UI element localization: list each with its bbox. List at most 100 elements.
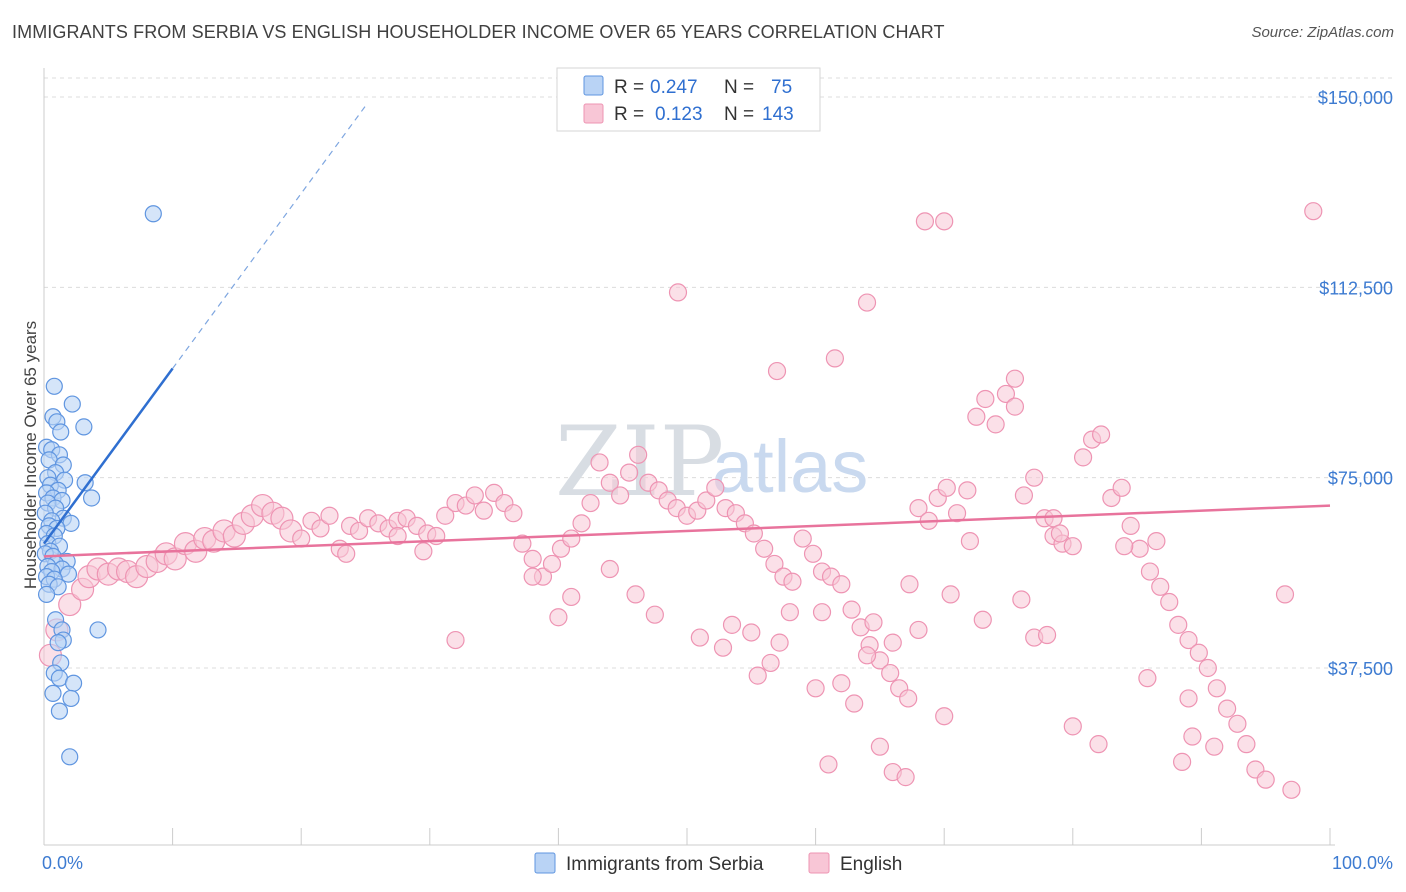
english-point [523, 549, 542, 568]
legend-r-value-serbia: 0.247 [650, 77, 698, 98]
y-axis-title: Householder Income Over 65 years [21, 321, 40, 589]
english-point [996, 384, 1016, 404]
legend-swatch-serbia [583, 75, 604, 96]
y-tick-label-2: $112,500 [1319, 278, 1393, 298]
english-point [770, 633, 789, 652]
english-point [1130, 539, 1149, 558]
english-point [832, 674, 851, 693]
english-point [976, 389, 995, 409]
english-point [1198, 658, 1217, 678]
english-point [935, 707, 954, 726]
bottom-legend-swatch-serbia [534, 852, 556, 874]
english-point [600, 559, 619, 579]
english-point [845, 694, 864, 713]
english-point [1005, 397, 1025, 416]
english-point [611, 486, 630, 505]
english-point [1089, 735, 1108, 754]
english-point [1237, 735, 1256, 754]
english-point [706, 478, 725, 497]
serbia-point [37, 585, 56, 604]
english-point [590, 453, 609, 472]
bottom-legend-label-serbia: Immigrants from Serbia [566, 854, 764, 875]
english-point [1112, 478, 1131, 497]
english-point [864, 613, 883, 632]
legend-n-label-serbia: N = [724, 77, 754, 98]
serbia-point [49, 634, 67, 652]
legend: R = 0.247 N = 75 R = 0.123 N = 143 [556, 67, 821, 132]
serbia-point [52, 423, 70, 441]
english-point [1207, 679, 1226, 698]
english-point [645, 605, 664, 624]
english-point [713, 638, 733, 657]
english-point [446, 630, 465, 650]
bottom-legend-label-english: English [840, 854, 902, 875]
serbia-point [63, 395, 81, 413]
serbia-point [64, 674, 83, 692]
english-point [436, 506, 455, 525]
english-point [1173, 752, 1192, 771]
english-point [780, 603, 799, 622]
legend-r-value-english: 0.123 [655, 104, 703, 125]
english-point [1063, 717, 1082, 736]
source-label: Source: ZipAtlas.com [1251, 24, 1394, 41]
serbia-point [82, 489, 101, 507]
english-point [767, 361, 787, 381]
english-point [1115, 537, 1134, 556]
english-point [1218, 699, 1237, 718]
english-point [629, 445, 648, 464]
english-point [320, 506, 339, 525]
english-point [600, 473, 619, 492]
english-series [38, 202, 1323, 799]
english-point [349, 521, 369, 541]
serbia-point [44, 684, 62, 702]
english-point [1169, 615, 1188, 634]
english-point [825, 349, 844, 368]
english-point [1189, 643, 1208, 662]
english-point [523, 567, 542, 586]
watermark: ZIP atlas [555, 406, 868, 518]
serbia-point [144, 205, 162, 223]
english-point [1179, 689, 1198, 708]
english-point [937, 478, 956, 497]
serbia-point [50, 702, 69, 720]
english-point [967, 407, 986, 426]
english-point [896, 768, 915, 787]
legend-swatch-english [583, 103, 604, 124]
english-point [1044, 509, 1063, 528]
english-point [697, 491, 716, 510]
english-point [941, 585, 960, 604]
english-point [761, 653, 780, 673]
english-point [1256, 770, 1275, 789]
english-point [803, 544, 823, 563]
legend-n-label-english: N = [724, 104, 754, 125]
english-point [947, 504, 967, 523]
english-point [1012, 590, 1031, 609]
legend-r-label-english: R = [614, 104, 644, 125]
english-point [1228, 714, 1247, 733]
english-point [1005, 369, 1025, 388]
english-point [388, 526, 407, 546]
english-point [465, 486, 484, 505]
english-point [857, 646, 877, 665]
english-point [542, 554, 562, 574]
english-point [765, 554, 784, 574]
serbia-point [76, 474, 94, 492]
english-point [549, 608, 568, 627]
serbia-series [36, 205, 162, 766]
english-point [562, 529, 581, 548]
english-point [1179, 630, 1198, 650]
english-point [1140, 562, 1160, 581]
english-point [857, 293, 877, 312]
english-point [1138, 669, 1157, 688]
english-point [742, 623, 761, 642]
english-trendline [43, 504, 1331, 558]
trendlines [42, 105, 1331, 558]
english-point [806, 679, 825, 698]
serbia-trendline-extension [172, 105, 366, 369]
english-point [504, 504, 523, 523]
watermark-atlas: atlas [712, 425, 868, 508]
gridlines [44, 77, 1395, 669]
english-point [960, 532, 980, 551]
english-point [755, 539, 774, 558]
english-point [1275, 585, 1295, 604]
